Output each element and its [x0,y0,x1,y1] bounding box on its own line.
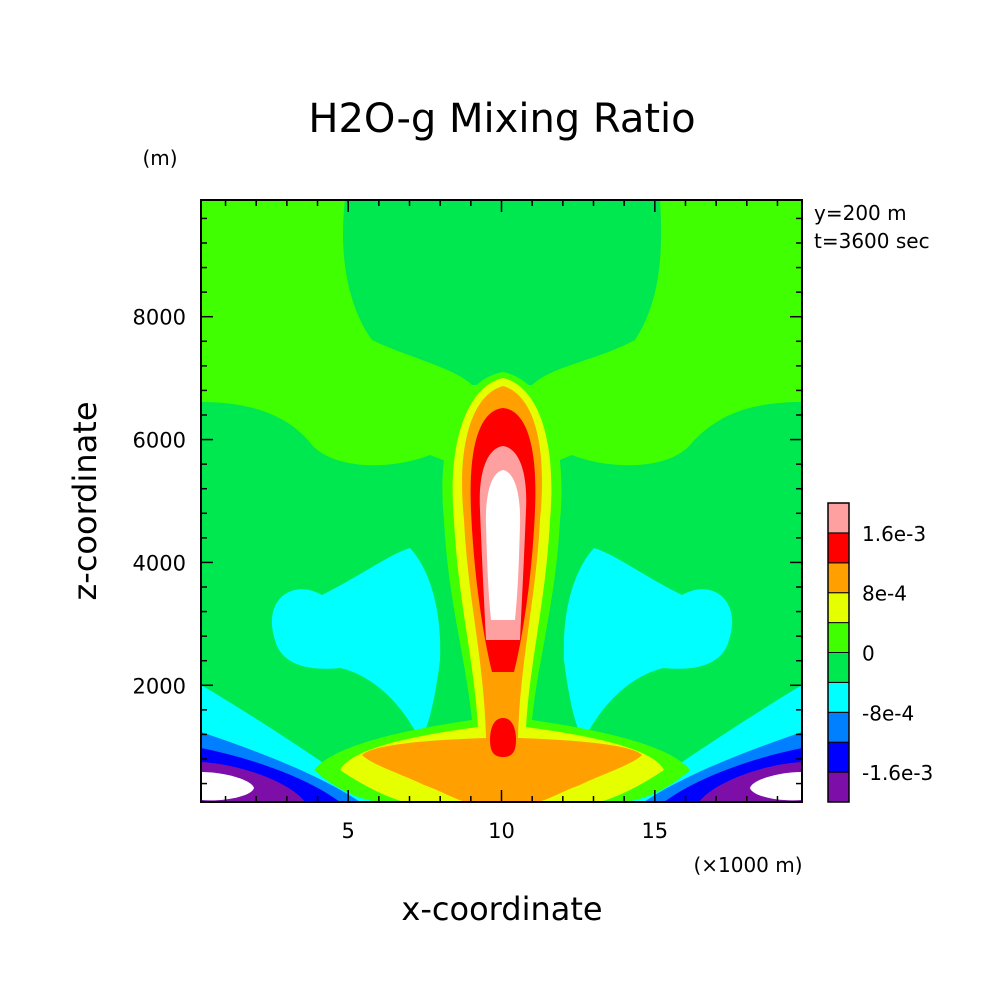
bottom-right-white [750,772,802,801]
colorbar-label: -8e-4 [862,701,914,725]
upper-bright-green-region [201,200,802,466]
colorbar-label: 8e-4 [862,582,907,606]
x-tick-label: 5 [341,819,354,843]
bottom-left-white [201,772,254,801]
colorbar-swatch [827,532,850,564]
chart-title: H2O-g Mixing Ratio [308,96,695,142]
colorbar-swatch [827,771,850,803]
y-tick-label: 4000 [133,551,186,575]
y-tick-label: 2000 [133,674,186,698]
y-tick-label: 8000 [133,306,186,330]
x-axis-title: x-coordinate [401,890,602,928]
y-axis-title: z-coordinate [66,401,104,600]
axis-tick-labels: 5 10 15 2000 4000 6000 8000 [133,306,669,843]
slice-annotation: y=200 m [814,201,907,225]
plot-area [201,200,802,802]
x-axis-unit: (×1000 m) [693,853,802,877]
plume-red-lower-core [490,718,516,757]
axis-ticks [201,200,802,802]
colorbar-swatch [827,741,850,773]
colorbar: 1.6e-3 8e-4 0 -8e-4 -1.6e-3 [827,502,933,803]
colorbar-frame [827,502,850,803]
colorbar-swatch [827,502,850,534]
right-cyan-lobe [563,548,733,740]
colorbar-swatch [827,592,850,624]
y-axis-unit: (m) [142,146,177,170]
x-tick-label: 15 [641,819,668,843]
plume-white-core [485,470,521,620]
colorbar-label: -1.6e-3 [862,761,933,785]
colorbar-swatch [827,652,850,683]
colorbar-label: 1.6e-3 [862,522,926,546]
colorbar-swatch [827,711,850,743]
time-annotation: t=3600 sec [814,229,930,253]
left-cyan-lobe [271,548,441,740]
colorbar-label: 0 [862,642,875,666]
colorbar-swatch [827,622,850,653]
colorbar-swatch [827,681,850,713]
y-tick-label: 6000 [133,429,186,453]
colorbar-swatch [827,562,850,594]
x-tick-label: 10 [488,819,515,843]
